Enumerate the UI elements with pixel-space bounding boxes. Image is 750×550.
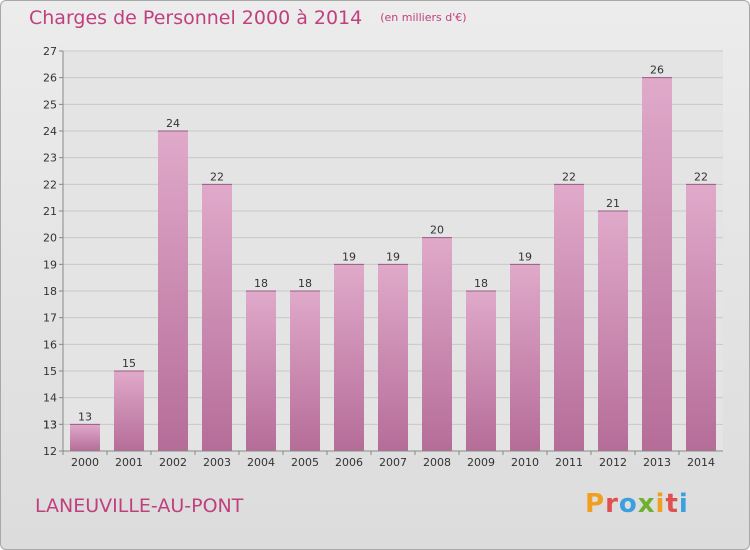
- y-tick-label: 13: [43, 418, 57, 431]
- y-tick-label: 25: [43, 98, 57, 111]
- logo-letter: i: [678, 489, 689, 519]
- y-tick-label: 24: [43, 125, 57, 138]
- data-label: 22: [694, 170, 708, 183]
- x-tick-label: 2005: [291, 456, 319, 469]
- bar: [290, 291, 320, 451]
- x-tick-label: 2009: [467, 456, 495, 469]
- x-tick-label: 2001: [115, 456, 143, 469]
- x-tick-label: 2008: [423, 456, 451, 469]
- proxiti-logo: Proxiti: [585, 489, 689, 519]
- data-label: 22: [210, 170, 224, 183]
- bar: [334, 264, 364, 451]
- unit-label: (en milliers d'€): [380, 11, 467, 24]
- y-tick-label: 13: [43, 418, 57, 431]
- x-tick-label: 2002: [159, 456, 187, 469]
- y-tick-label: 22: [43, 178, 57, 191]
- data-label: 19: [386, 250, 400, 263]
- data-label: 18: [254, 277, 268, 290]
- bar: [422, 237, 452, 451]
- logo-letter: r: [605, 489, 619, 519]
- bar: [686, 184, 716, 452]
- data-label: 21: [606, 197, 620, 210]
- data-label: 13: [78, 410, 92, 423]
- x-tick-label: 2003: [203, 456, 231, 469]
- x-tick-label: 2010: [511, 456, 539, 469]
- bar: [246, 291, 276, 451]
- y-tick-label: 17: [43, 312, 57, 325]
- y-tick-label: 18: [43, 285, 57, 298]
- bar: [466, 291, 496, 451]
- x-tick-label: 2000: [71, 456, 99, 469]
- data-label: 20: [430, 224, 444, 237]
- x-tick-label: 2013: [643, 456, 671, 469]
- x-tick-label: 2004: [247, 456, 275, 469]
- y-tick-label: 12: [43, 445, 57, 458]
- logo-letter: x: [637, 489, 656, 519]
- y-tick-label: 19: [43, 258, 57, 271]
- y-tick-label: 26: [43, 72, 57, 85]
- data-label: 26: [650, 64, 664, 77]
- x-tick-label: 2012: [599, 456, 627, 469]
- data-label: 18: [298, 277, 312, 290]
- data-label: 18: [474, 277, 488, 290]
- y-tick-label: 20: [43, 232, 57, 245]
- y-tick-label: 21: [43, 205, 57, 218]
- x-tick-label: 2014: [687, 456, 715, 469]
- data-label: 15: [122, 357, 136, 370]
- x-axis: 2000 2001 2002 2003 2004 2005 2006 2007 2008 2009…: [62, 450, 723, 469]
- bar: [642, 77, 672, 452]
- data-label: 19: [342, 250, 356, 263]
- logo-letter: t: [665, 489, 679, 519]
- y-tick-label: 27: [43, 45, 57, 58]
- data-label: 24: [166, 117, 180, 130]
- x-tick-label: 2006: [335, 456, 363, 469]
- x-tick-label: 2007: [379, 456, 407, 469]
- commune-name: LANEUVILLE-AU-PONT: [35, 495, 244, 517]
- bar: [70, 424, 100, 451]
- bar: [554, 184, 584, 452]
- bar: [114, 371, 144, 451]
- bar: [510, 264, 540, 451]
- y-tick-label: 23: [43, 152, 57, 165]
- logo-letter: P: [585, 489, 606, 519]
- bar: [378, 264, 408, 451]
- y-tick-label: 14: [43, 392, 57, 405]
- logo-letter: o: [618, 489, 638, 519]
- bars: 13 15 24 22 18 18 19 19 20 18 19 22 21 26 22: [70, 64, 716, 452]
- chart-title: Charges de Personnel 2000 à 2014 (en mill…: [29, 7, 467, 29]
- logo-letter: i: [655, 489, 666, 519]
- data-label: 22: [562, 170, 576, 183]
- bar: [202, 184, 232, 452]
- y-tick-label: 16: [43, 338, 57, 351]
- x-tick-label: 2011: [555, 456, 583, 469]
- data-label: 19: [518, 250, 532, 263]
- bar: [598, 211, 628, 451]
- y-tick-label: 15: [43, 365, 57, 378]
- bar: [158, 131, 188, 451]
